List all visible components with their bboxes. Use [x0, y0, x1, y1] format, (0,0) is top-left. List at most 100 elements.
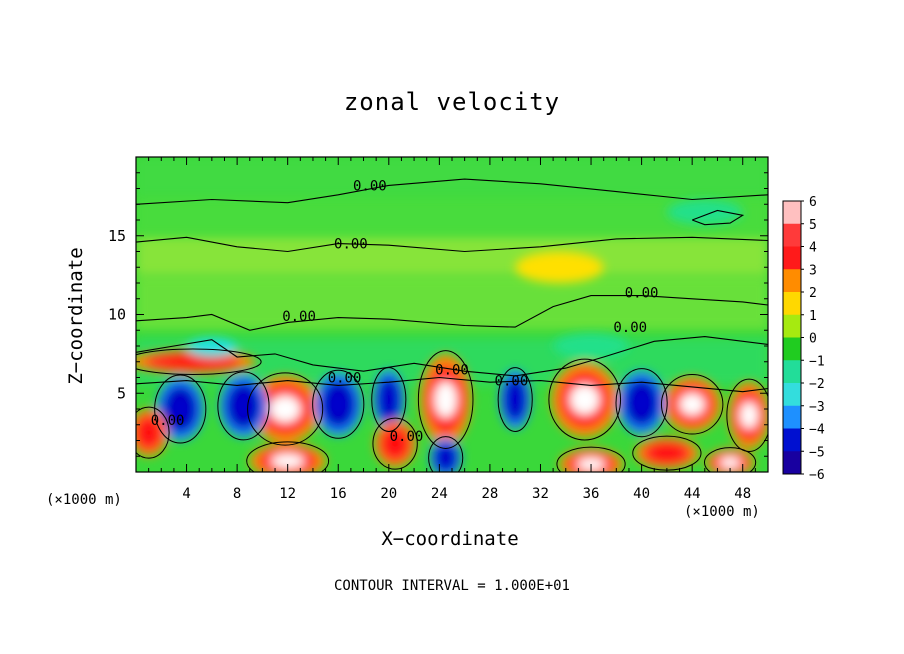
- contour-label: 0.00: [334, 237, 368, 253]
- contour-label: 0.00: [390, 429, 424, 445]
- y-axis-label: Z−coordinate: [65, 247, 87, 385]
- colorbar-swatch: [783, 405, 801, 429]
- contour-label: 0.00: [353, 178, 387, 194]
- contour-loop: [247, 372, 324, 446]
- x-tick-label: 12: [279, 486, 296, 502]
- colorbar-tick-label: 1: [809, 309, 817, 324]
- colorbar: 6 5 4 3 2 1 0 −1 −2 −3 −4 −5 −6: [782, 195, 825, 483]
- colorbar-swatch: [783, 451, 801, 475]
- velocity-cell-core: [631, 390, 653, 416]
- contour-line: [692, 209, 745, 226]
- contour-line: [136, 295, 768, 331]
- y-tick-label: 15: [108, 227, 126, 245]
- contour-loop: [136, 406, 170, 459]
- velocity-cell-core: [233, 393, 254, 419]
- x-tick-label: 24: [431, 486, 448, 502]
- contour-interval-note: CONTOUR INTERVAL = 1.000E+01: [333, 578, 570, 594]
- x-tick-label: 8: [233, 486, 241, 502]
- contour-label: 0.00: [282, 309, 316, 325]
- colorbar-tick-label: −6: [809, 468, 825, 483]
- colorbar-tick-label: 2: [809, 286, 817, 301]
- colorbar-tick-label: −5: [809, 445, 825, 460]
- colorbar-tick-label: 4: [809, 241, 817, 256]
- contour-label: 0.00: [625, 285, 659, 301]
- field-band: [136, 235, 768, 276]
- velocity-cell-core: [381, 387, 396, 412]
- contour-loop: [615, 368, 668, 438]
- velocity-cell: [666, 199, 743, 225]
- contour-loop: [703, 447, 757, 472]
- velocity-cell-core: [434, 381, 457, 418]
- colorbar-tick-label: −1: [809, 354, 825, 369]
- contour-loop: [497, 367, 533, 432]
- contour-loop: [428, 436, 464, 472]
- contour-label: 0.00: [613, 320, 647, 336]
- field-band: [136, 275, 768, 331]
- contour-labels: 0.00 0.00 0.00 0.00 0.00 0.00 0.00 0.00 0.00 0.00: [151, 178, 659, 444]
- colorbar-swatch: [783, 269, 801, 293]
- plot-fill-layer: [136, 157, 768, 472]
- x-tick-label: 16: [330, 486, 347, 502]
- x-tick-label: 20: [380, 486, 397, 502]
- contour-loop: [154, 374, 207, 444]
- contour-loop: [660, 374, 724, 435]
- contour-loop: [246, 441, 330, 472]
- velocity-cell-core: [438, 449, 453, 466]
- x-tick-label: 4: [182, 486, 190, 502]
- colorbar-tick-label: −4: [809, 423, 825, 438]
- velocity-cell-core: [508, 387, 523, 412]
- velocity-cell: [553, 333, 629, 359]
- contour-loop: [136, 348, 262, 376]
- field-band: [136, 196, 768, 236]
- colorbar-swatch: [783, 337, 801, 361]
- x-tick-label: 28: [481, 486, 498, 502]
- velocity-cell: [515, 251, 604, 283]
- contour-loop: [371, 367, 407, 432]
- velocity-cell-core: [679, 393, 705, 416]
- contour-label: 0.00: [328, 371, 362, 387]
- contour-loop: [548, 358, 622, 441]
- contour-loop: [372, 417, 418, 470]
- colorbar-tick-label: 6: [809, 195, 817, 210]
- velocity-cell-core: [386, 434, 405, 454]
- colorbar-swatch: [783, 201, 801, 225]
- contour-loop: [217, 371, 270, 441]
- contour-loop: [312, 369, 365, 439]
- y-tick-label: 5: [117, 384, 126, 402]
- velocity-cell-core: [165, 357, 221, 367]
- contour-loop: [556, 446, 626, 472]
- contour-label: 0.00: [435, 363, 469, 379]
- contour-lines-layer: [136, 178, 768, 472]
- velocity-cell-core: [269, 395, 301, 423]
- colorbar-swatch: [783, 360, 801, 384]
- y-axis: 5 10 15: [108, 172, 768, 457]
- x-tick-label: 36: [583, 486, 600, 502]
- x-tick-label: 44: [684, 486, 701, 502]
- colorbar-swatch: [783, 428, 801, 452]
- colorbar-tick-label: −2: [809, 377, 825, 392]
- colorbar-swatch: [783, 223, 801, 247]
- colorbar-tick-label: 3: [809, 263, 817, 278]
- contour-loop: [417, 350, 474, 449]
- x-unit-left: (×1000 m): [46, 492, 122, 508]
- colorbar-swatch: [783, 383, 801, 407]
- contour-line: [136, 376, 768, 393]
- x-axis-label: X−coordinate: [381, 528, 519, 550]
- colorbar-swatch: [783, 314, 801, 338]
- contour-label: 0.00: [151, 413, 185, 429]
- velocity-cell-core: [140, 423, 157, 443]
- velocity-cell-core: [327, 391, 349, 417]
- contour-line: [136, 336, 768, 377]
- velocity-cell-core: [169, 396, 191, 422]
- colorbar-swatch: [783, 292, 801, 316]
- colorbar-tick-label: −3: [809, 400, 825, 415]
- contour-label: 0.00: [495, 374, 529, 390]
- colorbar-tick-label: 5: [809, 218, 817, 233]
- velocity-cell-core: [270, 453, 305, 469]
- colorbar-swatch: [783, 246, 801, 270]
- x-tick-label: 48: [734, 486, 751, 502]
- chart-title: zonal velocity: [343, 88, 561, 116]
- velocity-cell-core: [740, 401, 759, 429]
- x-tick-label: 40: [633, 486, 650, 502]
